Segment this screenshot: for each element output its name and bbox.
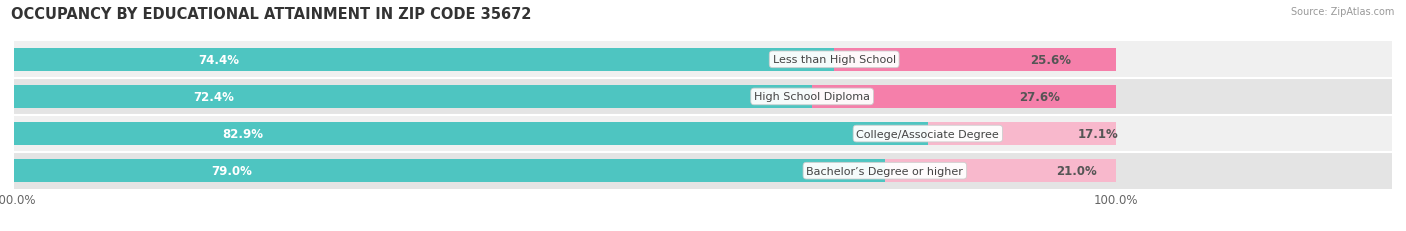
Bar <box>14 159 884 182</box>
Text: Source: ZipAtlas.com: Source: ZipAtlas.com <box>1291 7 1395 17</box>
Text: College/Associate Degree: College/Associate Degree <box>856 129 1000 139</box>
Text: 74.4%: 74.4% <box>198 54 239 67</box>
Bar <box>14 85 813 109</box>
Text: 79.0%: 79.0% <box>211 164 252 177</box>
Bar <box>813 85 1116 109</box>
Text: 27.6%: 27.6% <box>1019 91 1060 103</box>
Text: 25.6%: 25.6% <box>1031 54 1071 67</box>
Text: Less than High School: Less than High School <box>773 55 896 65</box>
Bar <box>14 79 1392 116</box>
Text: 17.1%: 17.1% <box>1077 128 1118 140</box>
Text: Bachelor’s Degree or higher: Bachelor’s Degree or higher <box>807 166 963 176</box>
Text: 82.9%: 82.9% <box>222 128 263 140</box>
Text: 72.4%: 72.4% <box>193 91 233 103</box>
Text: 21.0%: 21.0% <box>1056 164 1097 177</box>
Text: High School Diploma: High School Diploma <box>754 92 870 102</box>
Bar <box>14 152 1392 189</box>
Bar <box>14 42 1392 79</box>
Bar <box>884 159 1116 182</box>
Bar <box>14 49 834 72</box>
Bar <box>928 122 1116 146</box>
Bar <box>834 49 1116 72</box>
Bar <box>14 116 1392 152</box>
Bar <box>14 122 928 146</box>
Text: OCCUPANCY BY EDUCATIONAL ATTAINMENT IN ZIP CODE 35672: OCCUPANCY BY EDUCATIONAL ATTAINMENT IN Z… <box>11 7 531 22</box>
